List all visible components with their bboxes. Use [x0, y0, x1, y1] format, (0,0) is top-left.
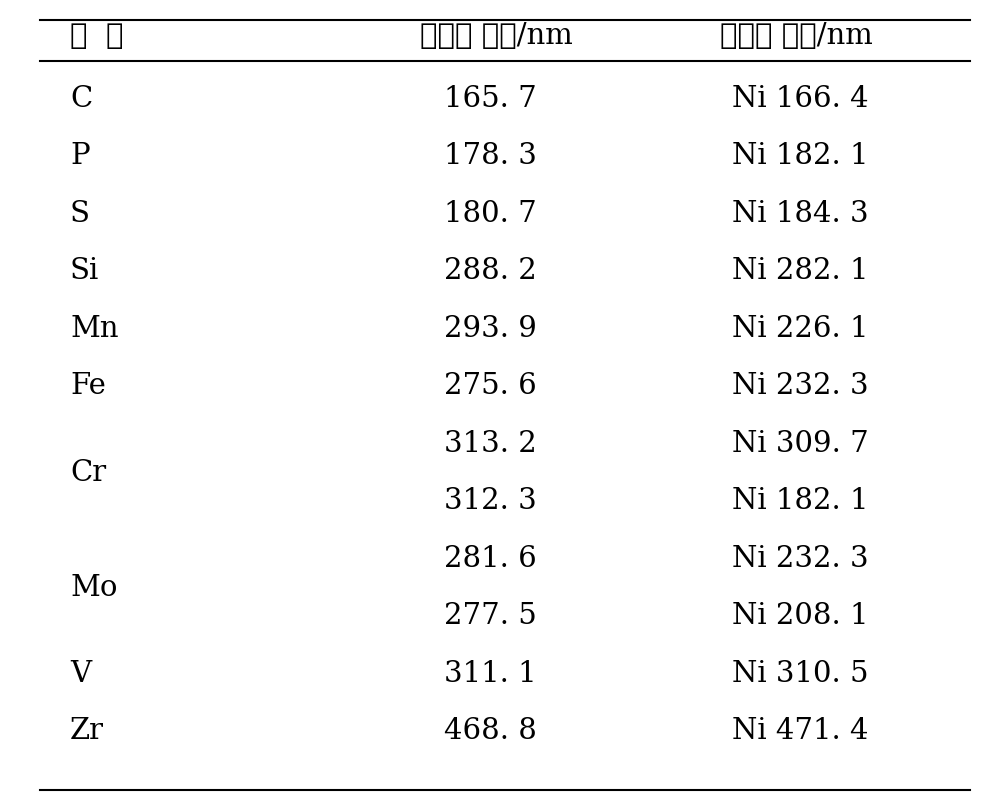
Text: Ni 232. 3: Ni 232. 3 [732, 373, 868, 400]
Text: 180. 7: 180. 7 [444, 200, 536, 228]
Text: S: S [70, 200, 90, 228]
Text: Ni 208. 1: Ni 208. 1 [732, 603, 868, 630]
Text: Mo: Mo [70, 573, 118, 602]
Text: 分析线 波长/nm: 分析线 波长/nm [420, 23, 573, 50]
Text: Si: Si [70, 258, 99, 285]
Text: Zr: Zr [70, 718, 104, 745]
Text: 313. 2: 313. 2 [444, 430, 536, 458]
Text: 468. 8: 468. 8 [444, 718, 536, 745]
Text: Ni 471. 4: Ni 471. 4 [732, 718, 868, 745]
Text: 元  素: 元 素 [70, 23, 124, 50]
Text: P: P [70, 143, 90, 170]
Text: Ni 310. 5: Ni 310. 5 [732, 660, 868, 688]
Text: 275. 6: 275. 6 [444, 373, 536, 400]
Text: Ni 232. 3: Ni 232. 3 [732, 545, 868, 573]
Text: Mn: Mn [70, 315, 119, 343]
Text: Ni 309. 7: Ni 309. 7 [732, 430, 868, 458]
Text: Ni 226. 1: Ni 226. 1 [732, 315, 868, 343]
Text: Ni 282. 1: Ni 282. 1 [732, 258, 868, 285]
Text: 311. 1: 311. 1 [444, 660, 536, 688]
Text: 312. 3: 312. 3 [444, 488, 536, 515]
Text: 281. 6: 281. 6 [444, 545, 536, 573]
Text: Ni 166. 4: Ni 166. 4 [732, 85, 868, 113]
Text: Ni 182. 1: Ni 182. 1 [732, 143, 868, 170]
Text: C: C [70, 85, 92, 113]
Text: 165. 7: 165. 7 [444, 85, 536, 113]
Text: 288. 2: 288. 2 [444, 258, 536, 285]
Text: Ni 182. 1: Ni 182. 1 [732, 488, 868, 515]
Text: Ni 184. 3: Ni 184. 3 [732, 200, 868, 228]
Text: Fe: Fe [70, 373, 106, 400]
Text: 293. 9: 293. 9 [444, 315, 536, 343]
Text: V: V [70, 660, 91, 688]
Text: 内标线 波长/nm: 内标线 波长/nm [720, 23, 873, 50]
Text: 178. 3: 178. 3 [444, 143, 536, 170]
Text: 277. 5: 277. 5 [444, 603, 536, 630]
Text: Cr: Cr [70, 458, 106, 487]
